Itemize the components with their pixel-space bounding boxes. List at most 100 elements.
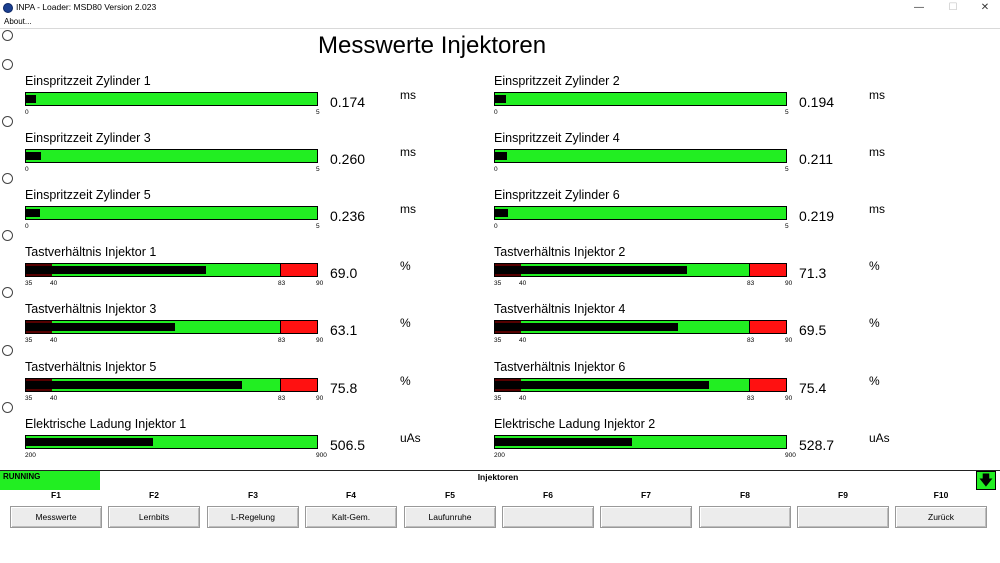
meter-value: 528.7 [799,437,835,453]
meter-min-label: 0 [494,109,498,116]
meter: Tastverhältnis Injektor 6 35 90 40 83 75.4% [494,360,954,420]
meter-label: Elektrische Ladung Injektor 2 [494,417,656,431]
meter-fill [26,95,36,103]
meter-min-label: 0 [494,166,498,173]
fkey-label-f6: F6 [543,490,553,500]
meter-max-label: 5 [785,223,789,230]
meter-fill [495,152,507,160]
meter-value: 0.194 [799,94,835,110]
radio-button[interactable] [2,173,13,184]
meter: Tastverhältnis Injektor 3 35 90 40 83 63.1% [25,302,485,362]
meter-high-limit-label: 83 [278,337,286,344]
fkey-label-f1: F1 [51,490,61,500]
meter-high-zone [749,264,786,276]
minimize-button[interactable]: — [914,2,924,13]
fkey-button-f1[interactable]: Messwerte [10,506,102,528]
meter-bar [25,378,318,392]
meter-fill [495,95,506,103]
meter-label: Tastverhältnis Injektor 1 [25,245,157,259]
fkey-label-f10: F10 [933,490,949,500]
fkey-label-f9: F9 [838,490,848,500]
meter-bar [494,378,787,392]
meter-min-label: 35 [494,280,502,287]
meter-bar [494,435,787,449]
fkey-button-f4[interactable]: Kalt-Gem. [305,506,397,528]
fkey-label-f2: F2 [149,490,159,500]
meter-low-limit-label: 40 [519,395,527,402]
meter-fill [26,323,175,331]
fkey-button-f5[interactable]: Laufunruhe [404,506,496,528]
meter-label: Elektrische Ladung Injektor 1 [25,417,187,431]
meter-unit: ms [869,202,885,216]
fkey-label-f4: F4 [346,490,356,500]
page-title: Messwerte Injektoren [318,32,547,59]
meter-unit: % [400,259,411,273]
meter-label: Tastverhältnis Injektor 2 [494,245,626,259]
meter-bar [494,320,787,334]
meter-value: 0.219 [799,208,835,224]
meter-high-zone [280,321,317,333]
menu-about[interactable]: About... [4,17,32,26]
fkey-button-f8[interactable] [699,506,791,528]
close-button[interactable]: ✕ [980,2,990,13]
meter-low-limit-label: 40 [50,395,58,402]
meter-fill [495,381,709,389]
meter-max-label: 90 [785,337,793,344]
meter-value: 0.211 [799,151,833,167]
meter-value: 0.174 [330,94,366,110]
radio-button[interactable] [2,116,13,127]
fkey-label-f8: F8 [740,490,750,500]
fkey-button-f6[interactable] [502,506,594,528]
meter-value: 63.1 [330,322,358,338]
meter-max-label: 5 [785,166,789,173]
radio-button[interactable] [2,345,13,356]
scroll-down-button[interactable]: 🡇 [976,471,996,490]
meter-min-label: 0 [494,223,498,230]
fkey-button-f7[interactable] [600,506,692,528]
radio-button[interactable] [2,59,13,70]
radio-button[interactable] [2,30,13,41]
radio-button[interactable] [2,402,13,413]
maximize-button[interactable]: ☐ [948,2,958,13]
meter-label: Einspritzzeit Zylinder 6 [494,188,620,202]
status-indicator: RUNNING [0,471,100,490]
meter: Einspritzzeit Zylinder 4 0 5 0.211 ms [494,131,954,191]
fkey-button-f3[interactable]: L-Regelung [207,506,299,528]
function-key-area: RUNNING Injektoren 🡇 F1 Messwerte F2 Lernbi… [0,470,1000,563]
meter-fill [495,209,508,217]
meter-fill [26,381,242,389]
meter-unit: uAs [400,431,421,445]
meter: Tastverhältnis Injektor 5 35 90 40 83 75.8% [25,360,485,420]
radio-button[interactable] [2,230,13,241]
meter-fill [495,323,678,331]
meter-max-label: 5 [316,109,320,116]
meter-low-limit-label: 40 [519,337,527,344]
meter-fill [26,266,206,274]
meter-max-label: 90 [316,280,324,287]
meter-high-limit-label: 83 [747,395,755,402]
meter-min-label: 35 [25,395,33,402]
meter: Tastverhältnis Injektor 2 35 90 40 83 71.3% [494,245,954,305]
meter: Tastverhältnis Injektor 4 35 90 40 83 69.5% [494,302,954,362]
meter-label: Einspritzzeit Zylinder 3 [25,131,151,145]
meter-unit: % [869,316,880,330]
meter-min-label: 0 [25,166,29,173]
meter-unit: ms [400,145,416,159]
fkey-button-f2[interactable]: Lernbits [108,506,200,528]
meter-value: 506.5 [330,437,366,453]
section-name: Injektoren [477,472,519,482]
meter-high-zone [280,264,317,276]
meter-low-limit-label: 40 [50,337,58,344]
meter-min-label: 200 [25,452,36,459]
meter-unit: % [869,374,880,388]
radio-button[interactable] [2,287,13,298]
fkey-button-f9[interactable] [797,506,889,528]
meter-high-limit-label: 83 [278,395,286,402]
meter-min-label: 200 [494,452,505,459]
meter-unit: % [869,259,880,273]
meter: Tastverhältnis Injektor 1 35 90 40 83 69.0% [25,245,485,305]
meter-high-zone [749,379,786,391]
fkey-button-f10[interactable]: Zurück [895,506,987,528]
meter-fill [26,209,40,217]
meter-max-label: 5 [316,223,320,230]
